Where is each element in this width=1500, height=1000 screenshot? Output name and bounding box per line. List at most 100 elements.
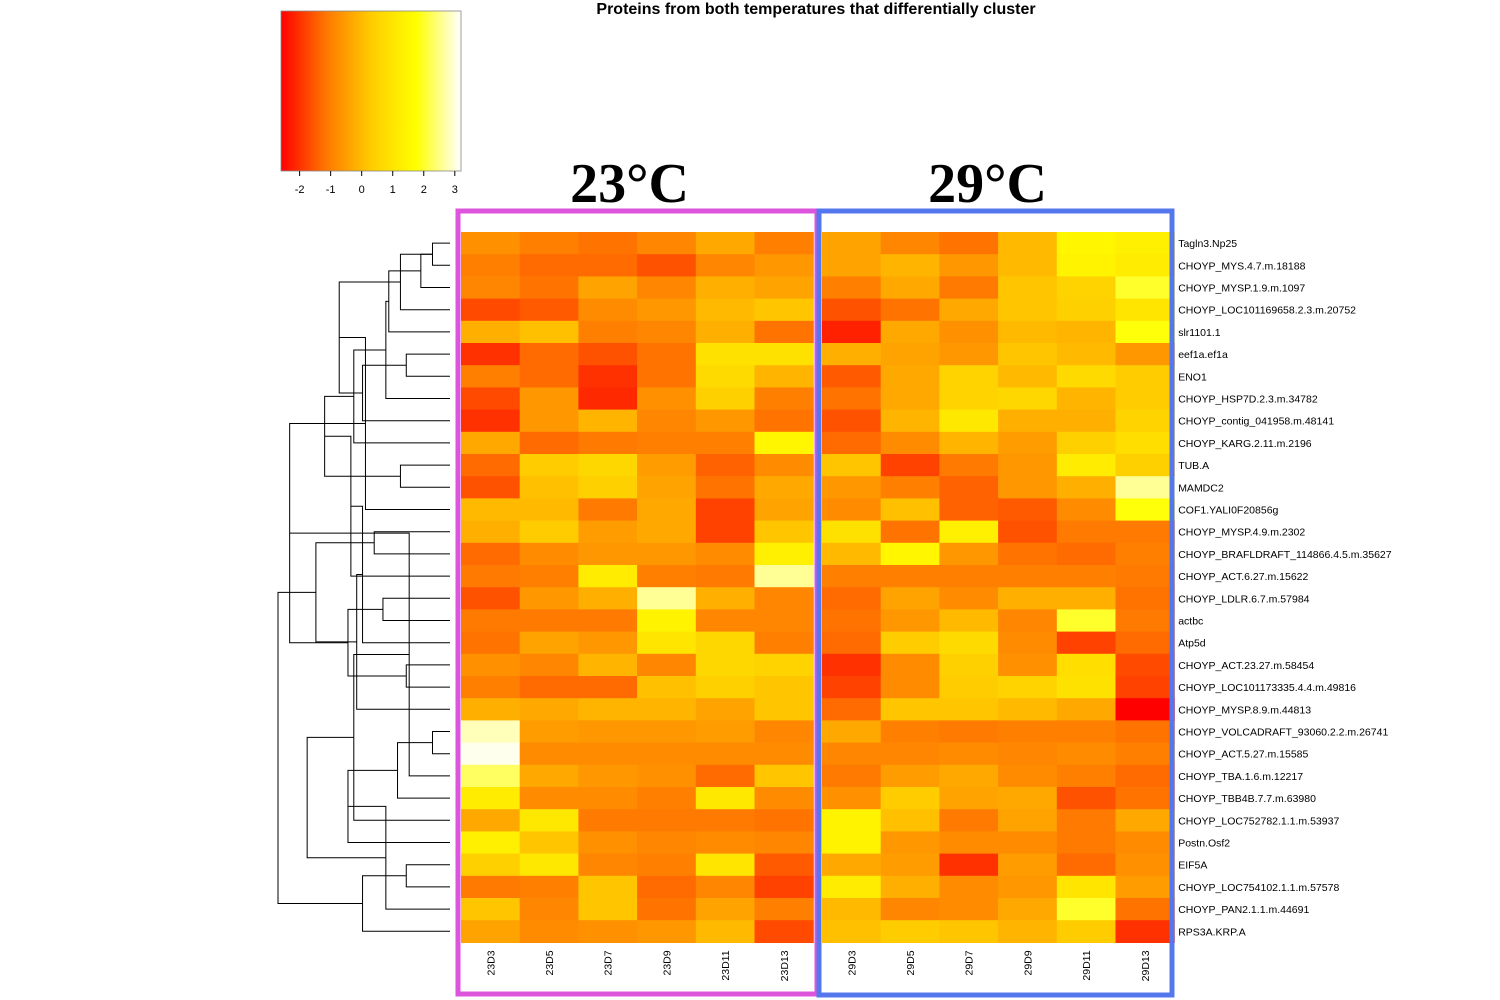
heatmap-cell bbox=[578, 343, 638, 366]
color-key-tick-label: 3 bbox=[452, 184, 458, 196]
heatmap-cell bbox=[519, 764, 579, 788]
heatmap-cell bbox=[637, 787, 697, 810]
heatmap-cell bbox=[519, 365, 579, 388]
heatmap-cell bbox=[695, 875, 756, 899]
heatmap-cell bbox=[578, 276, 638, 300]
heatmap-cell bbox=[578, 653, 638, 677]
heatmap-cell bbox=[461, 431, 521, 455]
heatmap-cell bbox=[939, 609, 999, 633]
heatmap-cell bbox=[519, 454, 579, 477]
dendrogram-branch bbox=[350, 505, 450, 644]
heatmap-cell bbox=[822, 343, 882, 366]
heatmap-cell bbox=[754, 787, 814, 810]
heatmap-cell bbox=[822, 898, 882, 921]
heatmap-cell bbox=[695, 720, 756, 744]
heatmap-cell bbox=[1115, 920, 1175, 943]
dendrogram-branch bbox=[405, 664, 450, 688]
heatmap-cell bbox=[519, 387, 579, 411]
heatmap-cell bbox=[519, 809, 579, 832]
column-label: 29D13 bbox=[1140, 950, 1152, 981]
heatmap-cell bbox=[880, 542, 940, 566]
heatmap-cell bbox=[880, 431, 940, 455]
heatmap-cell bbox=[1056, 498, 1117, 522]
heatmap-cell bbox=[754, 365, 814, 388]
heatmap-cell bbox=[754, 298, 814, 322]
heatmap-cell bbox=[822, 720, 882, 744]
heatmap-cell bbox=[1115, 809, 1175, 832]
heatmap-cell bbox=[519, 920, 579, 943]
heatmap-cell bbox=[519, 276, 579, 300]
column-labels: 23D3 23D5 23D7 23D9 23D11 23D13 29D3 29D5 29D7 29… bbox=[485, 950, 1152, 981]
heatmap-cell bbox=[1056, 542, 1117, 566]
heatmap-cell bbox=[1115, 454, 1175, 477]
heatmap-cell bbox=[939, 631, 999, 655]
heatmap-cell bbox=[461, 587, 521, 610]
heatmap-cell bbox=[637, 676, 697, 699]
heatmap-cell bbox=[519, 898, 579, 921]
heatmap-cell bbox=[939, 920, 999, 943]
row-label: Tagln3.Np25 bbox=[1178, 238, 1237, 250]
heatmap-cell bbox=[822, 454, 882, 477]
heatmap-cell bbox=[578, 365, 638, 388]
heatmap-cell bbox=[461, 764, 521, 788]
heatmap-cell bbox=[939, 320, 999, 344]
heatmap-cell bbox=[998, 520, 1058, 544]
heatmap-cell bbox=[998, 387, 1058, 411]
heatmap-cell bbox=[939, 898, 999, 921]
row-label: CHOYP_MYS.4.7.m.18188 bbox=[1178, 260, 1305, 272]
group-label: 29°C bbox=[928, 153, 1047, 215]
heatmap-cell bbox=[637, 387, 697, 411]
heatmap-cell bbox=[461, 232, 521, 255]
row-label: slr1101.1 bbox=[1178, 327, 1221, 339]
heatmap-cell bbox=[880, 831, 940, 855]
heatmap-cell bbox=[1056, 409, 1117, 433]
heatmap-cell bbox=[519, 520, 579, 544]
heatmap-cell bbox=[1056, 720, 1117, 744]
heatmap-cell bbox=[1056, 698, 1117, 721]
row-label: RPS3A.KRP.A bbox=[1178, 926, 1246, 938]
heatmap-cell bbox=[578, 232, 638, 255]
heatmap-cell bbox=[939, 787, 999, 810]
heatmap-cell bbox=[519, 298, 579, 322]
heatmap-cell bbox=[578, 298, 638, 322]
heatmap-cell bbox=[880, 720, 940, 744]
heatmap-cell bbox=[998, 454, 1058, 477]
row-label: Postn.Osf2 bbox=[1178, 838, 1230, 850]
heatmap-cell bbox=[578, 831, 638, 855]
heatmap-cell bbox=[939, 542, 999, 566]
heatmap-cell bbox=[1056, 853, 1117, 877]
heatmap-cell bbox=[939, 653, 999, 677]
heatmap-cell bbox=[822, 254, 882, 277]
color-key: -2 -1 0 1 2 3 bbox=[280, 10, 462, 196]
heatmap-cell bbox=[1056, 298, 1117, 322]
heatmap-cell bbox=[822, 875, 882, 899]
heatmap-cell bbox=[695, 431, 756, 455]
heatmap-cell bbox=[998, 831, 1058, 855]
heatmap-cell bbox=[695, 387, 756, 411]
heatmap-cell bbox=[637, 764, 697, 788]
heatmap-cell bbox=[461, 631, 521, 655]
row-label: TUB.A bbox=[1178, 460, 1209, 472]
heatmap-cell bbox=[880, 454, 940, 477]
heatmap-cell bbox=[637, 476, 697, 499]
column-label: 23D9 bbox=[661, 950, 673, 975]
color-key-tick-label: -1 bbox=[326, 184, 336, 196]
heatmap-cell bbox=[461, 698, 521, 721]
group-box bbox=[816, 208, 1175, 998]
column-label: 23D7 bbox=[603, 950, 615, 975]
column-label: 23D11 bbox=[720, 950, 732, 980]
heatmap-cell bbox=[695, 276, 756, 300]
dendrogram-branch bbox=[353, 349, 450, 444]
heatmap-cell bbox=[695, 787, 756, 810]
heatmap-cell bbox=[461, 476, 521, 499]
heatmap-cell bbox=[1115, 764, 1175, 788]
group-boxes bbox=[455, 208, 1175, 998]
heatmap-cell bbox=[461, 831, 521, 855]
heatmap-cell bbox=[822, 498, 882, 522]
heatmap-cell bbox=[880, 853, 940, 877]
heatmap-cell bbox=[1056, 565, 1117, 588]
heatmap-cell bbox=[461, 276, 521, 300]
dendrogram-branch bbox=[324, 435, 450, 577]
heatmap-cell bbox=[880, 320, 940, 344]
heatmap-cell bbox=[998, 809, 1058, 832]
